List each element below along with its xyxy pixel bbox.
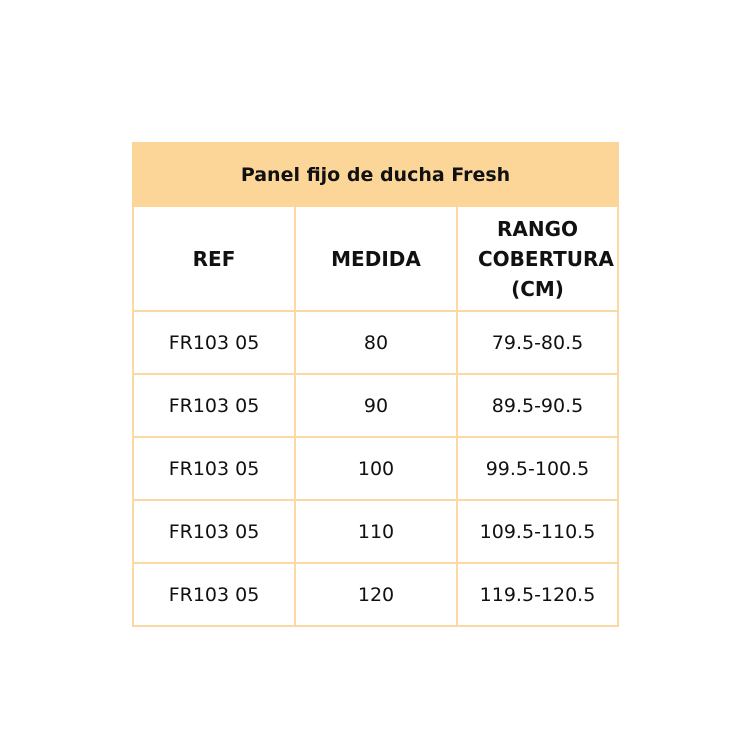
spec-table: Panel fijo de ducha Fresh REF MEDIDA RAN… [132, 142, 619, 627]
table-cell: FR103 05 [132, 499, 296, 564]
table-cell: FR103 05 [132, 373, 296, 438]
table-cell: FR103 05 [132, 310, 296, 375]
table-cell: 119.5-120.5 [456, 562, 619, 627]
table-cell: 99.5-100.5 [456, 436, 619, 501]
table-cell: 100 [294, 436, 458, 501]
column-header-medida: MEDIDA [294, 205, 458, 312]
table-cell: 89.5-90.5 [456, 373, 619, 438]
table-row: FR103 05 90 89.5-90.5 [132, 373, 619, 438]
table-row: FR103 05 80 79.5-80.5 [132, 310, 619, 375]
table-cell: 80 [294, 310, 458, 375]
table-cell: 109.5-110.5 [456, 499, 619, 564]
table-cell: 110 [294, 499, 458, 564]
table-cell: 120 [294, 562, 458, 627]
table-cell: FR103 05 [132, 562, 296, 627]
table-row: FR103 05 100 99.5-100.5 [132, 436, 619, 501]
column-header-rango: RANGO COBERTURA (CM) [456, 205, 619, 312]
table-row: FR103 05 110 109.5-110.5 [132, 499, 619, 564]
table-cell: FR103 05 [132, 436, 296, 501]
column-header-ref: REF [132, 205, 296, 312]
table-title: Panel fijo de ducha Fresh [132, 142, 619, 207]
table-cell: 79.5-80.5 [456, 310, 619, 375]
table-row: FR103 05 120 119.5-120.5 [132, 562, 619, 627]
table-cell: 90 [294, 373, 458, 438]
